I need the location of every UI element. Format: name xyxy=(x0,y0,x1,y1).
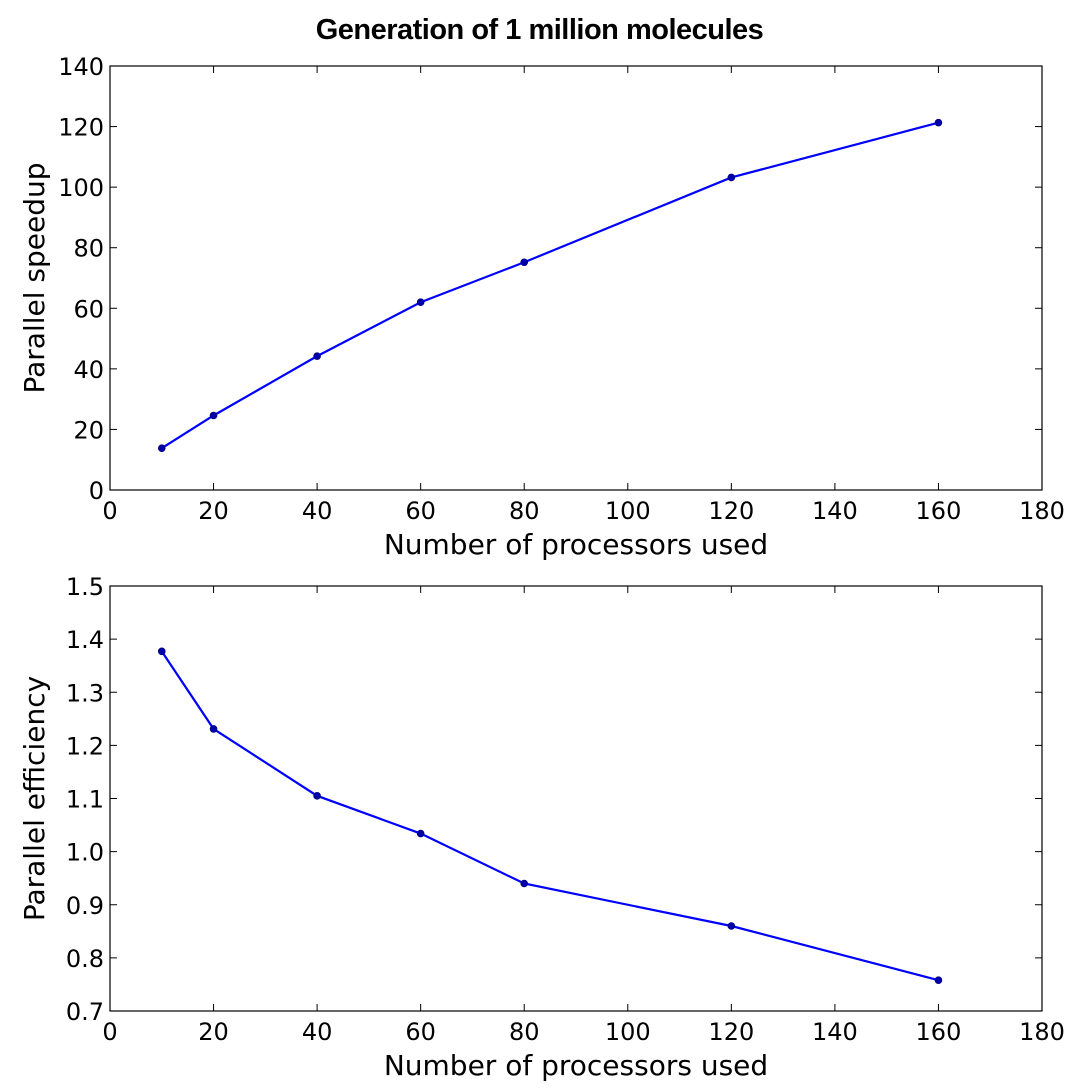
data-point xyxy=(313,792,321,800)
data-point xyxy=(209,725,218,733)
data-point xyxy=(934,976,943,984)
plot-frame xyxy=(109,65,1043,491)
x-tick-label: 120 xyxy=(708,497,754,525)
x-tick-label: 140 xyxy=(812,1018,858,1046)
x-tick-label: 60 xyxy=(405,497,436,525)
data-point xyxy=(209,411,218,420)
y-tick-label: 80 xyxy=(73,235,104,263)
y-tick-label: 0.8 xyxy=(66,945,104,973)
y-tick-label: 1.5 xyxy=(66,573,104,601)
x-tick-label: 120 xyxy=(708,1018,754,1046)
x-tick-label: 160 xyxy=(916,497,962,525)
y-tick-label: 120 xyxy=(58,114,104,142)
x-tick-label: 100 xyxy=(605,497,651,525)
data-point xyxy=(727,922,736,930)
y-tick-label: 20 xyxy=(73,416,104,444)
x-axis-label: Number of processors used xyxy=(384,528,768,561)
y-tick-label: 100 xyxy=(58,174,104,202)
data-point xyxy=(727,173,736,182)
data-point xyxy=(934,118,943,127)
y-tick-label: 0 xyxy=(89,477,104,505)
y-tick-label: 1.4 xyxy=(66,626,104,654)
data-point xyxy=(520,258,529,267)
x-tick-label: 0 xyxy=(102,497,117,525)
y-tick-label: 1.0 xyxy=(66,839,104,867)
y-tick-label: 1.3 xyxy=(66,679,104,707)
data-point xyxy=(520,879,529,888)
x-tick-label: 80 xyxy=(509,497,540,525)
x-axis-label: Number of processors used xyxy=(384,1049,768,1082)
x-tick-label: 80 xyxy=(509,1018,540,1046)
efficiency-chart: 0 20 40 60 80 100 120 140 160 180 0.7 0.8 0.9 1.0 1.1 1… xyxy=(18,573,1065,1082)
x-tick-label: 180 xyxy=(1019,497,1065,525)
data-point xyxy=(313,352,321,360)
y-tick-label: 1.1 xyxy=(66,786,104,814)
figure-title: Generation of 1 million molecules xyxy=(315,14,764,46)
series-line xyxy=(160,650,939,982)
plot-frame xyxy=(109,585,1043,1012)
y-tick-label: 40 xyxy=(73,356,104,384)
data-point xyxy=(157,444,166,453)
x-tick-label: 100 xyxy=(605,1018,651,1046)
series-line xyxy=(161,121,939,450)
x-tick-label: 60 xyxy=(405,1018,436,1046)
data-point xyxy=(416,298,425,307)
y-tick-label: 0.9 xyxy=(66,892,104,920)
x-tick-label: 140 xyxy=(812,497,858,525)
x-tick-label: 160 xyxy=(916,1018,962,1046)
x-tick-label: 40 xyxy=(302,497,333,525)
x-tick-label: 0 xyxy=(102,1018,117,1046)
y-axis-label: Parallel efficiency xyxy=(18,676,51,921)
y-tick-label: 60 xyxy=(73,295,104,323)
x-tick-label: 20 xyxy=(198,497,229,525)
y-tick-label: 1.2 xyxy=(66,732,104,760)
data-point xyxy=(157,647,166,656)
x-tick-label: 40 xyxy=(302,1018,333,1046)
y-tick-label: 140 xyxy=(58,53,104,81)
data-point xyxy=(416,829,425,838)
y-tick-label: 0.7 xyxy=(66,998,104,1026)
y-axis-label: Parallel speedup xyxy=(18,162,51,393)
speedup-chart: 0 20 40 60 80 100 120 140 160 180 0 20 40 60 80 100 120 1… xyxy=(18,53,1065,561)
x-tick-label: 20 xyxy=(198,1018,229,1046)
x-tick-label: 180 xyxy=(1019,1018,1065,1046)
